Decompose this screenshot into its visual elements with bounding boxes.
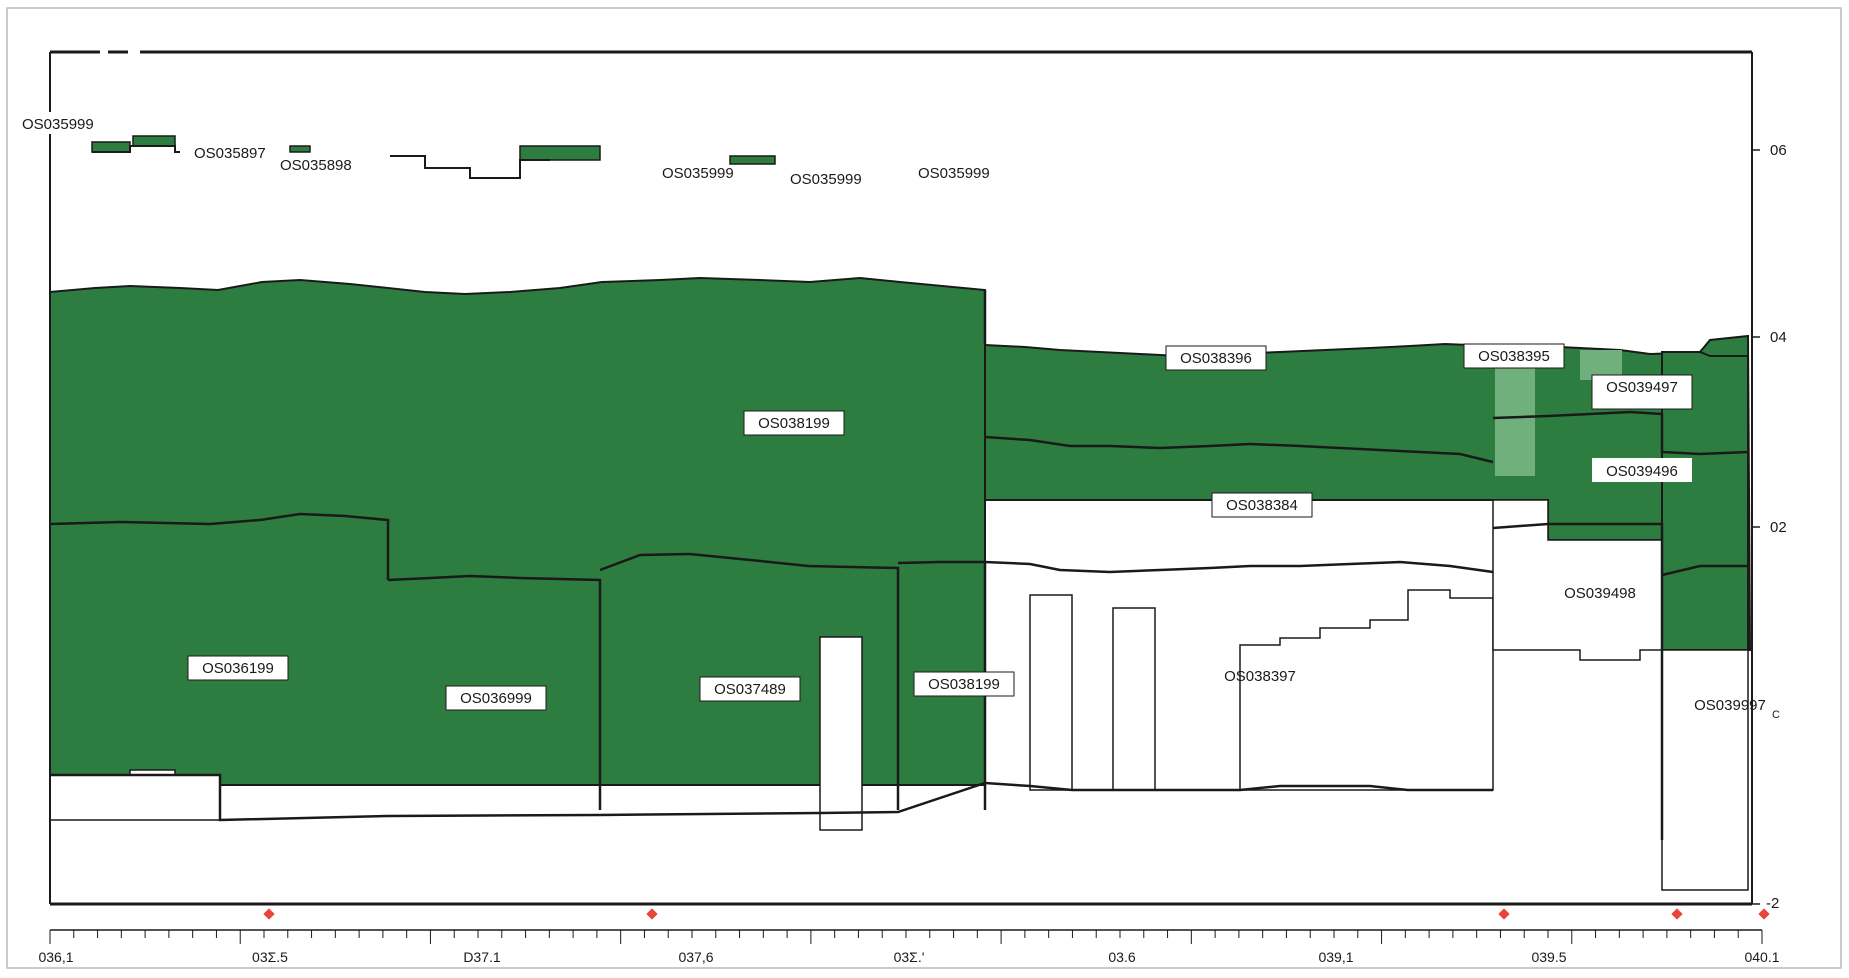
label-os037489: OS037489	[714, 681, 786, 698]
cutout-os039997	[1661, 649, 1749, 891]
strip-line-b	[390, 155, 550, 179]
line-os038384-top	[984, 435, 1494, 464]
label-os038199-b: OS038199	[928, 676, 1000, 693]
label-os039498: OS039498	[1564, 585, 1636, 602]
label-os039997: OS039997	[1694, 697, 1766, 714]
y-label-04: 04	[1770, 329, 1787, 346]
line-os036999	[387, 574, 602, 810]
x-tick-labels: 036,1 03Σ.5 D37.1 037,6 03Σ.' 03.6 039,1…	[38, 949, 1779, 965]
strip-line	[92, 145, 180, 153]
marker-4	[1671, 908, 1683, 920]
x-label-3: 037,6	[678, 949, 713, 965]
marker-5	[1758, 908, 1770, 920]
line-os038397-top	[984, 560, 1494, 574]
label-os038199-main: OS038199	[758, 415, 830, 432]
cutout-bottom-left	[49, 769, 221, 821]
cutout-white-bar-2	[1029, 594, 1073, 791]
label-top-left: OS035999	[22, 116, 94, 133]
divider-lines	[49, 290, 1749, 840]
outer-border	[6, 7, 1842, 969]
y-tick-marks	[1752, 149, 1760, 905]
top-strip	[91, 135, 776, 179]
label-os039497: OS039497	[1606, 379, 1678, 396]
label-os036999: OS036999	[460, 690, 532, 707]
x-label-0: 036,1	[38, 949, 73, 965]
label-top-d: OS035999	[790, 171, 862, 188]
line-mid-left	[49, 512, 390, 580]
boxed-labels: OS038199 OS038396 OS038395 OS039497 OS03…	[187, 343, 1780, 721]
strip-seg-3	[289, 145, 311, 153]
label-os038396: OS038396	[1180, 350, 1252, 367]
label-top-c: OS035999	[662, 165, 734, 182]
x-label-4: 03Σ.'	[894, 949, 925, 965]
strip-seg-1	[91, 141, 131, 153]
label-os038384: OS038384	[1226, 497, 1298, 514]
cutout-white-bar-1	[819, 636, 863, 831]
cutout-white-bar-3	[1112, 607, 1156, 791]
label-top-a: OS035897	[194, 145, 266, 162]
label-os038397: OS038397	[1224, 668, 1296, 685]
strip-seg-4	[519, 145, 601, 161]
line-right-mid	[1492, 522, 1664, 840]
x-label-7: 039.5	[1531, 949, 1566, 965]
cutout-os039498	[1492, 499, 1663, 661]
line-right-upper	[1492, 410, 1749, 456]
x-label-5: 03.6	[1108, 949, 1135, 965]
y-label-m2: -2	[1766, 895, 1779, 912]
strip-seg-2	[132, 135, 176, 147]
label-top-b: OS035898	[280, 157, 352, 174]
label-subscript-c: C	[1772, 709, 1780, 721]
x-scale-ticks	[49, 930, 1763, 944]
x-label-6: 039,1	[1318, 949, 1353, 965]
line-os037489	[599, 552, 900, 810]
label-top-e: OS035999	[918, 165, 990, 182]
label-os036199: OS036199	[202, 660, 274, 677]
y-label-02: 02	[1770, 519, 1787, 536]
y-label-06: 06	[1770, 142, 1787, 159]
x-label-8: 040.1	[1744, 949, 1779, 965]
top-strip-labels: OS035999 OS035897 OS035898 OS035999 OS03…	[20, 112, 990, 188]
red-markers	[263, 908, 1770, 920]
strip-seg-5	[729, 155, 776, 165]
line-bottom-baseline	[50, 773, 1493, 822]
y-tick-labels: 06 04 02 -2	[1766, 142, 1787, 912]
x-label-2: D37.1	[463, 949, 501, 965]
marker-1	[263, 908, 275, 920]
white-cutouts	[49, 499, 1749, 891]
patch-a	[1495, 366, 1535, 476]
marker-2	[646, 908, 658, 920]
x-label-1: 03Σ.5	[252, 949, 288, 965]
cutout-stair	[1239, 589, 1494, 791]
marker-3	[1498, 908, 1510, 920]
label-os039496: OS039496	[1606, 463, 1678, 480]
line-right-lower	[1661, 564, 1748, 577]
label-os038395: OS038395	[1478, 348, 1550, 365]
